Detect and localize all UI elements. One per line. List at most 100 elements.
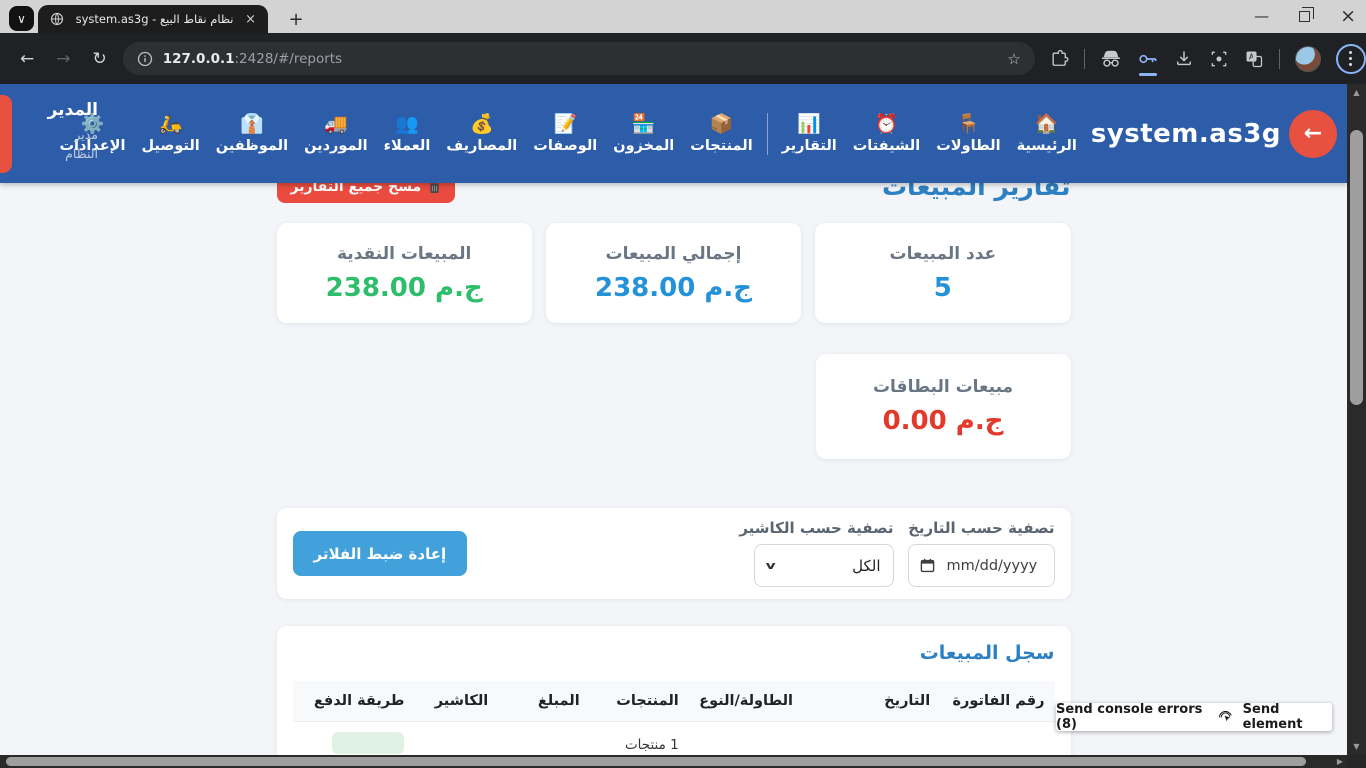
stat-card-sales-count: عدد المبيعات 5	[815, 223, 1071, 323]
date-filter-label: تصفية حسب التاريخ	[908, 519, 1055, 537]
password-key-icon[interactable]	[1137, 49, 1159, 76]
brand-logo[interactable]: system.as3g	[1090, 118, 1281, 149]
send-element-cursor-icon	[1218, 710, 1233, 725]
download-icon[interactable]	[1174, 49, 1194, 69]
stat-value: 5	[933, 272, 952, 303]
page-title: تقارير المبيعات	[881, 183, 1071, 201]
nav-item-reports[interactable]: 📊 التقارير	[781, 113, 837, 154]
svg-text:A: A	[1249, 52, 1255, 61]
memo-icon: 📝	[553, 113, 578, 135]
cashier-filter-label: تصفية حسب الكاشير	[739, 519, 894, 537]
nav-item-shifts[interactable]: ⏰ الشيفتات	[852, 113, 921, 154]
browser-tab[interactable]: system.as3g - نظام نقاط البيع ×	[38, 5, 268, 33]
stat-card-cash-sales: المبيعات النقدية 238.00 ج.م	[276, 223, 532, 323]
screenshot-lens-icon[interactable]	[1209, 49, 1229, 69]
info-icon[interactable]	[137, 51, 153, 67]
home-icon: 🏠	[1034, 113, 1059, 135]
gear-icon: ⚙️	[80, 113, 105, 135]
devtools-send-overlay: Send console errors (8) Send element	[1056, 702, 1332, 732]
toolbar-separator	[1083, 48, 1085, 69]
scroll-down-icon[interactable]: ▼	[1353, 742, 1360, 751]
stat-value: 238.00 ج.م	[594, 272, 753, 303]
url-path: :2428/#/reports	[234, 50, 343, 67]
col-amount: المبلغ	[498, 681, 590, 722]
nav-item-inventory[interactable]: 🏪 المخزون	[613, 113, 675, 154]
bar-chart-icon: 📊	[797, 113, 822, 135]
back-circle-button[interactable]: ←	[1289, 109, 1337, 158]
alarm-clock-icon: ⏰	[874, 113, 899, 135]
package-icon: 📦	[709, 113, 734, 135]
products-cell: 1 منتجات	[624, 737, 679, 753]
vertical-scroll-thumb[interactable]	[1350, 130, 1363, 405]
store-icon: 🏪	[631, 113, 656, 135]
nav-item-settings[interactable]: ⚙️ الإعدادات	[59, 113, 126, 154]
col-date: التاريخ	[803, 681, 941, 722]
trash-icon	[428, 183, 441, 194]
tab-title: system.as3g - نظام نقاط البيع	[75, 12, 234, 26]
window-minimize-button[interactable]: —	[1254, 7, 1270, 25]
vertical-scrollbar: ▲ ▼	[1347, 84, 1366, 755]
reset-filters-button[interactable]: إعادة ضبط الفلاتر	[292, 531, 468, 576]
back-icon[interactable]: ←	[20, 48, 35, 69]
money-bag-icon: 💰	[469, 113, 494, 135]
clear-reports-button[interactable]: مسح جميع التقارير	[276, 183, 456, 203]
incognito-extension-icon[interactable]	[1100, 49, 1122, 69]
url-host: 127.0.0.1	[162, 50, 235, 67]
tab-close-icon[interactable]: ×	[245, 11, 256, 27]
sales-table: رقم الفاتورة التاريخ الطاولة/النوع المنت…	[292, 681, 1055, 756]
nav-item-suppliers[interactable]: 🚚 الموردين	[304, 113, 368, 154]
filters-panel: تصفية حسب التاريخ mm/dd/yyyy تصفية حسب ا…	[276, 508, 1071, 599]
necktie-icon: 👔	[240, 113, 264, 135]
translate-icon[interactable]: A	[1244, 49, 1264, 69]
cashier-filter-select[interactable]: الكل v	[753, 544, 894, 587]
col-table-type: الطاولة/النوع	[688, 681, 804, 722]
calendar-icon	[920, 558, 935, 573]
user-info[interactable]: المدير مدير النظام	[26, 100, 98, 164]
browser-toolbar: ← → ↻ 127.0.0.1:2428/#/reports ☆ A	[0, 33, 1366, 84]
col-cashier: الكاشير	[414, 681, 499, 722]
scrollbar-corner	[1347, 755, 1366, 768]
side-pull-handle[interactable]	[0, 95, 12, 173]
window-close-button[interactable]: ×	[1340, 5, 1356, 27]
nav-item-home[interactable]: 🏠 الرئيسية	[1016, 113, 1077, 154]
toolbar-separator	[1278, 48, 1280, 69]
tab-search-button[interactable]: ∨	[9, 6, 34, 31]
nav-separator	[766, 112, 768, 155]
horizontal-scroll-thumb[interactable]	[6, 757, 1306, 766]
col-payment-method: طريقة الدفع	[292, 681, 415, 722]
date-filter-input[interactable]: mm/dd/yyyy	[907, 544, 1055, 587]
window-restore-button[interactable]	[1299, 7, 1315, 22]
horizontal-scrollbar: ▶	[0, 755, 1347, 768]
reload-icon[interactable]: ↻	[92, 48, 107, 69]
col-invoice-number: رقم الفاتورة	[940, 681, 1055, 722]
nav-item-customers[interactable]: 👥 العملاء	[383, 113, 431, 154]
col-products: المنتجات	[589, 681, 689, 722]
url-bar[interactable]: 127.0.0.1:2428/#/reports ☆	[122, 42, 1035, 75]
scooter-icon: 🛵	[158, 113, 183, 135]
profile-avatar[interactable]	[1294, 45, 1321, 72]
scroll-right-icon[interactable]: ▶	[1336, 757, 1343, 766]
user-role: مدير النظام	[65, 127, 98, 162]
nav-item-products[interactable]: 📦 المنتجات	[690, 113, 753, 154]
table-row: 1 منتجات	[293, 722, 1055, 756]
nav-item-recipes[interactable]: 📝 الوصفات	[533, 113, 598, 154]
new-tab-button[interactable]: +	[288, 8, 304, 30]
arrow-left-icon: ←	[1303, 121, 1323, 146]
nav-item-employees[interactable]: 👔 الموظفين	[215, 113, 289, 154]
send-console-errors-button[interactable]: Send console errors (8)	[1056, 702, 1203, 732]
nav-item-tables[interactable]: 🪑 الطاولات	[936, 113, 1001, 154]
send-element-button[interactable]: Send element	[1242, 702, 1303, 732]
scroll-up-icon[interactable]: ▲	[1353, 88, 1360, 97]
browser-menu-icon[interactable]	[1335, 43, 1366, 74]
people-icon: 👥	[395, 113, 419, 135]
globe-icon	[50, 12, 64, 26]
date-placeholder: mm/dd/yyyy	[946, 557, 1038, 574]
extensions-icon[interactable]	[1049, 49, 1069, 69]
nav-item-delivery[interactable]: 🛵 التوصيل	[141, 113, 200, 154]
sales-log-title: سجل المبيعات	[919, 642, 1055, 664]
bookmark-star-icon[interactable]: ☆	[1007, 49, 1021, 68]
nav-item-expenses[interactable]: 💰 المصاريف	[446, 113, 518, 154]
selected-option: الكل	[852, 556, 881, 575]
forward-icon[interactable]: →	[56, 48, 71, 69]
browser-titlebar: ∨ system.as3g - نظام نقاط البيع × + — ×	[0, 0, 1366, 33]
